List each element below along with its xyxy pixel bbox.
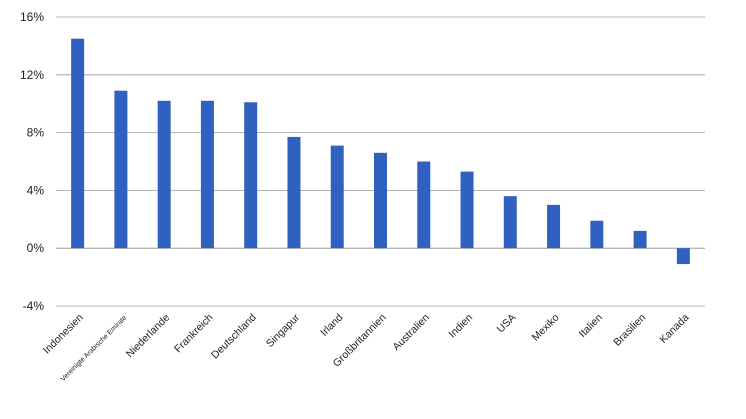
x-tick-label: Singapur (264, 311, 303, 350)
y-tick-label: 4% (27, 183, 45, 197)
bar (633, 230, 647, 249)
y-tick-label: 0% (27, 241, 45, 255)
x-tick-label: Indonesien (41, 312, 86, 357)
y-tick-label: 8% (27, 126, 45, 140)
x-tick-label: Niederlande (124, 312, 173, 361)
x-tick-label: Frankreich (172, 312, 216, 356)
bar (460, 171, 474, 249)
bar (590, 220, 604, 249)
bar (244, 102, 258, 249)
x-tick-label: Mexiko (530, 312, 562, 344)
y-tick-label: 16% (20, 10, 44, 24)
bar (114, 90, 128, 249)
bar (547, 204, 561, 249)
bar (417, 161, 431, 249)
x-tick-label: Australien (390, 312, 432, 354)
bars (71, 38, 690, 265)
bar (330, 145, 344, 249)
y-tick-label: -4% (23, 299, 45, 313)
x-tick-label: Kanada (657, 312, 691, 346)
x-tick-label: Italien (577, 312, 605, 340)
y-axis: -4% 0% 4% 8% 12% 16% (20, 10, 44, 313)
x-tick-label: Indien (446, 312, 475, 341)
bar (676, 248, 690, 265)
bar (503, 196, 517, 249)
bar (71, 38, 85, 249)
x-tick-label: Brasilien (611, 312, 648, 349)
x-tick-label: Deutschland (209, 312, 259, 362)
x-tick-label: Irland (318, 312, 345, 339)
bar (374, 152, 387, 249)
bar (157, 100, 171, 249)
bar (200, 100, 214, 249)
bar (287, 136, 301, 249)
x-tick-label: USA (495, 312, 519, 336)
y-tick-label: 12% (20, 68, 44, 82)
